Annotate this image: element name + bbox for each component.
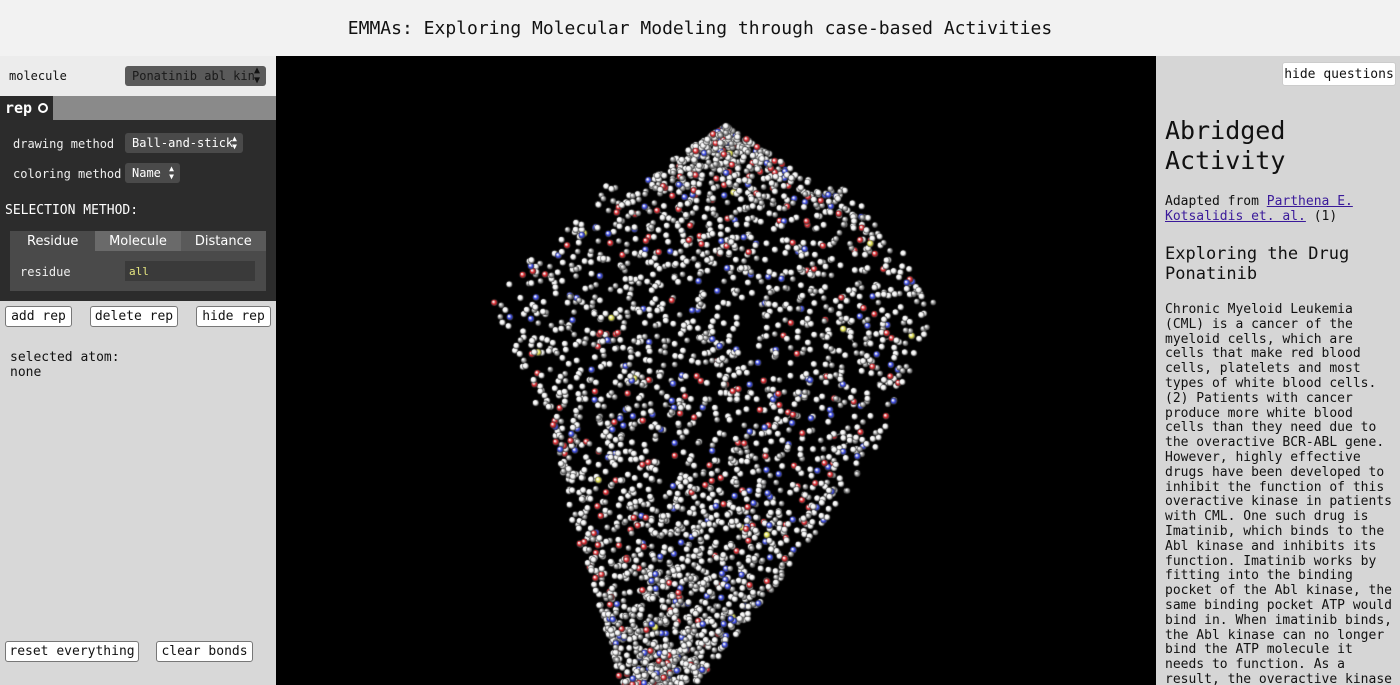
add-rep-button[interactable]: add rep — [5, 306, 72, 327]
selected-atom-info: selected atom: none — [10, 350, 120, 380]
drawing-method-select[interactable]: Ball-and-stick ▲ ▼ — [125, 133, 243, 153]
activity-title-line1: Abridged — [1165, 116, 1286, 145]
page-title: EMMAs: Exploring Molecular Modeling thro… — [347, 17, 1053, 39]
coloring-method-value: Name — [132, 166, 161, 180]
coloring-method-label: coloring method — [13, 167, 122, 181]
select-arrows-icon: ▲ ▼ — [253, 66, 260, 86]
tab-residue[interactable]: Residue — [10, 231, 96, 251]
activity-panel: hide questions Abridged Activity Adapted… — [1156, 56, 1400, 685]
selected-atom-label: selected atom: — [10, 350, 120, 365]
molecule-select[interactable]: Ponatinib abl kin ▲ ▼ — [125, 66, 266, 86]
tab-distance[interactable]: Distance — [180, 231, 266, 251]
selection-box: Residue Molecule Distance residue all — [10, 231, 266, 291]
radio-circle-icon[interactable] — [38, 103, 49, 113]
molecule-select-value: Ponatinib abl kin — [132, 69, 255, 83]
adapted-prefix: Adapted from — [1165, 194, 1267, 209]
hide-questions-button[interactable]: hide questions — [1282, 62, 1396, 86]
molecule-label: molecule — [9, 69, 67, 83]
activity-title: Abridged Activity — [1165, 116, 1285, 176]
select-arrows-icon: ▲ ▼ — [169, 164, 174, 181]
molecule-viewer[interactable] — [276, 56, 1156, 685]
adapted-from: Adapted from Parthena E. Kotsalidis et. … — [1165, 194, 1395, 224]
selected-atom-value: none — [10, 365, 42, 380]
section-heading: Exploring the Drug Ponatinib — [1165, 244, 1350, 284]
tab-rep[interactable]: rep — [0, 96, 53, 120]
hide-rep-button[interactable]: hide rep — [196, 306, 271, 327]
delete-rep-button[interactable]: delete rep — [90, 306, 178, 327]
drawing-method-value: Ball-and-stick — [132, 136, 234, 150]
selection-tabs: Residue Molecule Distance — [10, 231, 266, 251]
activity-title-line2: Activity — [1165, 146, 1286, 175]
tab-molecule[interactable]: Molecule — [95, 231, 181, 251]
rep-tab-bar: rep — [0, 96, 276, 120]
app-header: EMMAs: Exploring Molecular Modeling thro… — [0, 0, 1400, 56]
rep-tab-label: rep — [5, 99, 33, 117]
residue-label: residue — [20, 265, 71, 279]
citation-link[interactable]: Parthena E. Kotsalidis et. al. — [1165, 194, 1353, 224]
residue-input[interactable]: all — [125, 261, 255, 281]
select-arrows-icon: ▲ ▼ — [232, 134, 237, 151]
rep-settings: drawing method Ball-and-stick ▲ ▼ colorin… — [0, 120, 276, 301]
drawing-method-label: drawing method — [13, 137, 115, 151]
molecule-row: molecule Ponatinib abl kin ▲ ▼ — [0, 56, 276, 96]
coloring-method-select[interactable]: Name ▲ ▼ — [125, 163, 180, 183]
intro-paragraph: Chronic Myeloid Leukemia (CML) is a canc… — [1165, 302, 1392, 685]
adapted-suffix: (1) — [1305, 209, 1338, 224]
control-panel: molecule Ponatinib abl kin ▲ ▼ rep drawin… — [0, 56, 276, 685]
reset-everything-button[interactable]: reset everything — [5, 641, 139, 662]
selection-method-heading: SELECTION METHOD: — [5, 203, 139, 218]
clear-bonds-button[interactable]: clear bonds — [156, 641, 253, 662]
molecule-canvas[interactable] — [276, 56, 1156, 685]
